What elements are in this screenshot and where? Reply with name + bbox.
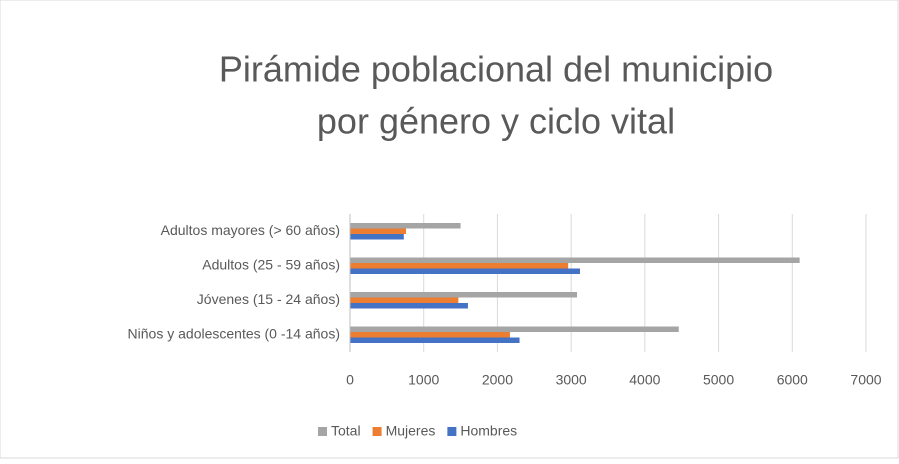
- bar: [350, 257, 800, 263]
- x-tick-label: 5000: [703, 372, 734, 388]
- y-tick-label: Adultos (25 - 59 años): [202, 256, 340, 272]
- bar: [350, 228, 407, 234]
- y-tick-label: Adultos mayores (> 60 años): [161, 222, 340, 238]
- x-tick-label: 0: [346, 372, 354, 388]
- legend-swatch: [447, 427, 457, 436]
- chart-title: por género y ciclo vital: [317, 101, 675, 142]
- x-tick-label: 7000: [850, 372, 881, 388]
- bar: [350, 223, 461, 229]
- bar: [350, 297, 459, 303]
- legend-label: Mujeres: [386, 423, 436, 439]
- legend-swatch: [372, 427, 382, 436]
- bar: [350, 234, 404, 240]
- legend-label: Hombres: [460, 423, 517, 439]
- bar: [350, 263, 569, 269]
- bar: [350, 326, 679, 332]
- x-tick-label: 2000: [482, 372, 513, 388]
- x-tick-label: 3000: [556, 372, 587, 388]
- bar: [350, 268, 580, 274]
- x-tick-label: 1000: [408, 372, 439, 388]
- y-tick-label: Jóvenes (15 - 24 años): [197, 291, 340, 307]
- y-tick-label: Niños y adolescentes (0 -14 años): [128, 325, 340, 341]
- legend-label: Total: [331, 423, 361, 439]
- legend-swatch: [318, 427, 327, 436]
- x-tick-label: 6000: [777, 372, 808, 388]
- bar: [350, 332, 510, 338]
- bar: [350, 292, 578, 298]
- bar: [350, 303, 468, 309]
- bar: [350, 337, 520, 343]
- x-tick-label: 4000: [629, 372, 660, 388]
- chart-title: Pirámide poblacional del municipio: [219, 49, 773, 90]
